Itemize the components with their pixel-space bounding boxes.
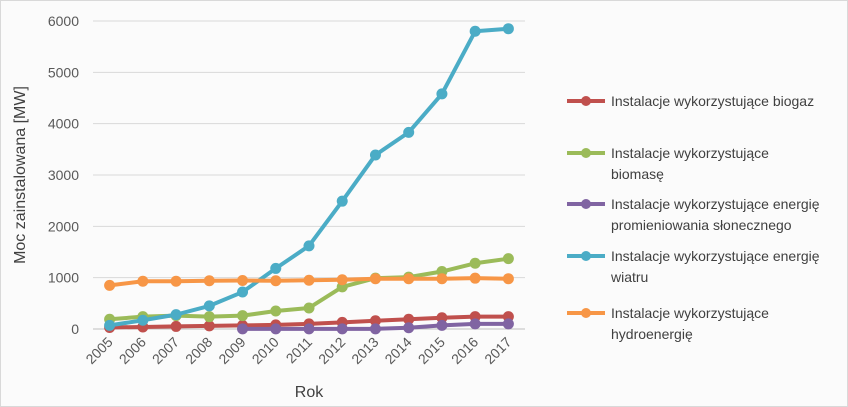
series-2 [104, 253, 514, 325]
data-point [303, 274, 315, 286]
data-point [237, 274, 249, 286]
data-point [203, 300, 215, 312]
data-point [170, 309, 182, 321]
legend-point-marker [581, 308, 591, 318]
data-point [369, 273, 381, 285]
data-point [270, 275, 282, 287]
legend-label: Instalacje wykorzystujące energię [611, 248, 820, 264]
data-point [303, 302, 315, 314]
x-tick-label: 2008 [182, 334, 215, 367]
legend-label: Instalacje wykorzystujące [611, 305, 769, 321]
y-axis-ticks: 0 1000 2000 3000 4000 5000 6000 [48, 13, 79, 337]
legend-item: Instalacje wykorzystujące biogaz [567, 93, 814, 109]
data-point [104, 319, 116, 331]
data-point [403, 313, 415, 325]
data-point [203, 311, 215, 323]
series-3 [237, 318, 514, 335]
data-point [369, 323, 381, 335]
data-point [436, 312, 448, 324]
data-point [203, 320, 215, 332]
data-point [369, 149, 381, 161]
data-point [270, 305, 282, 317]
data-point [469, 318, 481, 330]
x-axis-ticks: 2005 2006 2007 2008 2009 2010 2011 2012 2013 2014… [82, 334, 514, 367]
y-axis-title: Moc zainstalowana [MW] [12, 86, 29, 264]
y-tick-label: 0 [71, 321, 79, 337]
data-point [336, 195, 348, 207]
data-point [469, 25, 481, 37]
data-point [137, 314, 149, 326]
legend: Instalacje wykorzystujące biogaz Instalac… [567, 93, 820, 342]
y-tick-label: 1000 [48, 270, 79, 286]
data-point [502, 318, 514, 330]
x-tick-label: 2014 [381, 334, 414, 367]
data-point [237, 323, 249, 335]
data-point [403, 126, 415, 138]
data-point [436, 273, 448, 285]
x-tick-label: 2013 [348, 334, 381, 367]
legend-item: Instalacje wykorzystujące biomasę [567, 145, 769, 182]
legend-label: Instalacje wykorzystujące energię [611, 196, 820, 212]
legend-point-marker [581, 148, 591, 158]
gridlines [93, 20, 525, 330]
data-point [170, 275, 182, 287]
data-point [502, 253, 514, 265]
data-point [203, 275, 215, 287]
x-tick-label: 2010 [249, 334, 282, 367]
x-tick-label: 2006 [116, 334, 149, 367]
legend-label: hydroenergię [611, 326, 693, 342]
data-point [369, 315, 381, 327]
legend-label: promieniowania słonecznego [611, 217, 792, 233]
legend-item: Instalacje wykorzystujące energię wiatru [567, 248, 820, 285]
legend-label: wiatru [610, 269, 648, 285]
data-point [403, 273, 415, 285]
data-point [336, 274, 348, 286]
legend-item: Instalacje wykorzystujące energię promien… [567, 196, 820, 233]
data-point [137, 275, 149, 287]
x-tick-label: 2007 [149, 334, 182, 367]
data-point [502, 23, 514, 35]
data-point [502, 273, 514, 285]
data-point [237, 286, 249, 298]
y-tick-label: 3000 [48, 167, 79, 183]
data-point [469, 272, 481, 284]
x-tick-label: 2017 [481, 334, 514, 367]
x-tick-label: 2009 [215, 334, 248, 367]
data-point [303, 323, 315, 335]
data-point [303, 240, 315, 252]
data-point [436, 88, 448, 100]
x-tick-label: 2015 [415, 334, 448, 367]
data-point [270, 323, 282, 335]
x-tick-label: 2011 [283, 334, 316, 367]
legend-item: Instalacje wykorzystujące hydroenergię [567, 305, 769, 342]
y-tick-label: 6000 [48, 13, 79, 29]
x-axis-title: Rok [295, 384, 324, 401]
x-tick-label: 2016 [448, 334, 481, 367]
data-point [436, 319, 448, 331]
legend-label: Instalacje wykorzystujące biogaz [611, 93, 814, 109]
legend-label: Instalacje wykorzystujące [611, 145, 769, 161]
data-point [336, 323, 348, 335]
legend-point-marker [581, 199, 591, 209]
legend-label: biomasę [611, 166, 664, 182]
x-tick-label: 2005 [82, 334, 115, 367]
legend-point-marker [581, 251, 591, 261]
data-point [170, 320, 182, 332]
y-tick-label: 5000 [48, 64, 79, 80]
data-point [469, 257, 481, 269]
y-tick-label: 4000 [48, 116, 79, 132]
series-5 [104, 272, 514, 291]
data-point [270, 262, 282, 274]
data-point [403, 322, 415, 334]
y-tick-label: 2000 [48, 218, 79, 234]
series-group [104, 23, 514, 335]
data-point [104, 279, 116, 291]
legend-point-marker [581, 96, 591, 106]
x-tick-label: 2012 [315, 334, 348, 367]
series-4 [104, 23, 514, 331]
data-point [237, 310, 249, 322]
